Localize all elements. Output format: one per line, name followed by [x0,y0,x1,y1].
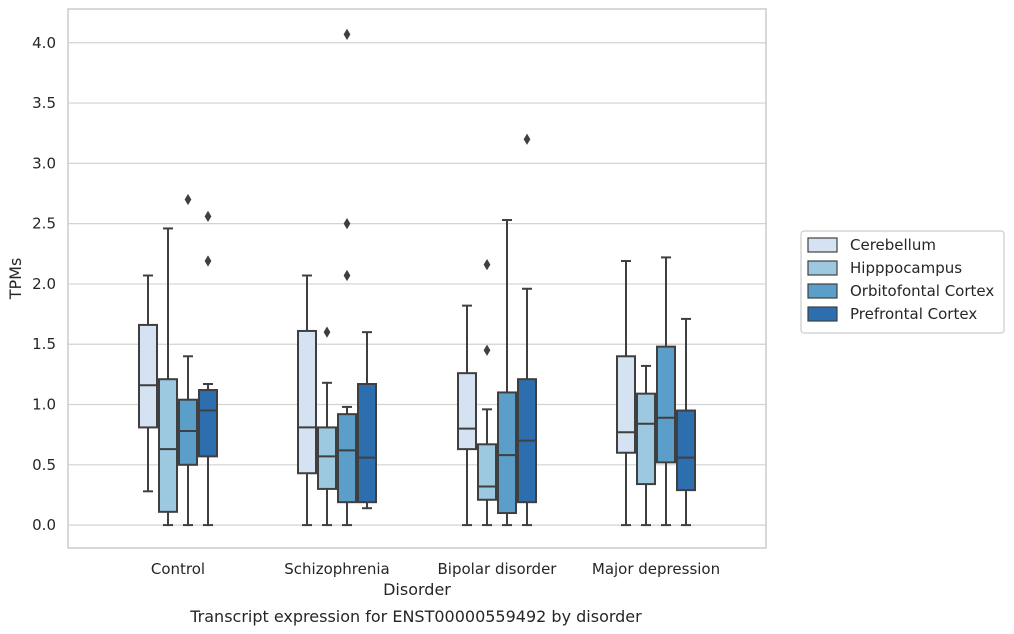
y-tick-label: 4.0 [32,34,56,52]
box [158,378,178,513]
y-axis-title: TPMs [6,258,25,301]
boxes [138,28,696,527]
outlier-point [204,255,212,267]
box-group [656,256,676,527]
box [317,426,337,490]
y-tick-label: 2.0 [32,275,56,293]
x-tick-label: Control [151,560,205,578]
outlier-point [483,344,491,356]
box-group [457,304,477,527]
outlier-point [323,326,331,338]
box-group [158,227,178,527]
x-tick-label: Schizophrenia [284,560,389,578]
x-tick-label: Major depression [592,560,720,578]
outlier-point [523,133,531,145]
outlier-point [343,28,351,40]
legend-label: Cerebellum [850,236,936,254]
outlier-point [343,269,351,282]
legend-label: Orbitofontal Cortex [850,282,994,300]
box [297,329,317,475]
box [676,409,696,492]
y-tick-labels: 0.0 0.5 1.0 1.5 2.0 2.5 3.0 3.5 4.0 [32,34,56,534]
box-group [477,259,497,527]
box-group [297,274,317,527]
box-group [357,331,377,510]
legend-swatch [807,283,838,299]
y-tick-label: 1.5 [32,335,56,353]
legend-swatch [807,306,838,322]
box [636,392,656,486]
box-group [198,210,218,527]
legend-frame [800,230,1005,334]
box-group [317,326,337,527]
outlier-point [343,218,351,230]
x-tick-labels: Control Schizophrenia Bipolar disorder Majo… [151,560,720,578]
box-group [138,274,158,493]
box [178,398,198,466]
box-group [337,28,357,527]
x-axis-title: Disorder [383,580,451,599]
y-tick-label: 3.0 [32,154,56,172]
box-group [497,219,517,527]
box [616,355,636,454]
y-tick-label: 3.5 [32,94,56,112]
box-group [178,193,198,527]
x-tick-label: Bipolar disorder [438,560,558,578]
legend-swatch [807,260,838,276]
box [138,323,158,429]
box [198,389,218,458]
outlier-point [483,259,491,271]
chart-caption: Transcript expression for ENST0000055949… [189,607,642,626]
legend-label: Prefrontal Cortex [850,305,977,323]
y-tick-label: 2.5 [32,215,56,233]
legend-label: Hipppocampus [850,259,962,277]
legend: Cerebellum Hipppocampus Orbitofontal Corte… [800,230,1005,334]
box [457,372,477,451]
box [656,345,676,464]
y-tick-label: 1.0 [32,396,56,414]
box-group [616,260,636,527]
box-group [517,133,537,527]
box [497,391,517,515]
y-tick-label: 0.5 [32,456,56,474]
box [357,383,377,504]
box [337,413,357,504]
y-tick-label: 0.0 [32,516,56,534]
legend-swatch [807,237,838,253]
outlier-point [204,210,212,223]
box-group [636,364,656,527]
box-group [676,317,696,527]
plot-frame [67,8,767,549]
box [477,443,497,501]
outlier-point [184,193,192,206]
